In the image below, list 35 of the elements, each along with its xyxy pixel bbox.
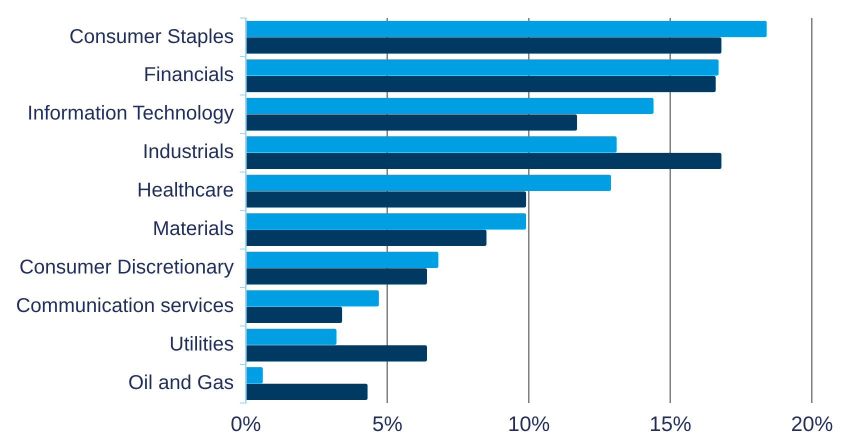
bar — [246, 213, 526, 230]
bar — [246, 252, 438, 268]
x-tick-label: 0% — [230, 413, 262, 436]
y-tick-label: Utilities — [169, 334, 234, 356]
bar — [246, 268, 428, 284]
bar — [246, 230, 486, 246]
x-tick-label: 5% — [372, 413, 403, 436]
bar — [246, 114, 578, 131]
x-tick-label: 15% — [649, 413, 692, 436]
bar — [246, 76, 716, 92]
bar — [246, 136, 617, 153]
bar — [246, 152, 722, 170]
bar — [246, 191, 526, 208]
y-tick-label: Oil and Gas — [128, 372, 234, 394]
bar — [246, 306, 342, 323]
y-tick-label: Materials — [152, 218, 234, 240]
y-tick-label: Healthcare — [137, 180, 234, 202]
bar — [246, 367, 263, 384]
y-tick-label: Communication services — [16, 295, 234, 318]
y-tick-label: Consumer Discretionary — [19, 256, 234, 279]
bar — [246, 328, 336, 345]
y-tick-label: Industrials — [142, 141, 234, 164]
bar — [246, 98, 654, 114]
y-tick-label: Financials — [144, 64, 234, 86]
bar — [246, 345, 428, 362]
bar — [246, 20, 767, 38]
bar — [246, 174, 612, 191]
x-tick-label: 20% — [790, 413, 833, 436]
x-tick-label: 10% — [508, 413, 550, 436]
bar — [246, 290, 379, 306]
y-tick-label: Consumer Staples — [69, 26, 234, 48]
bar — [246, 384, 368, 400]
bar — [246, 37, 722, 54]
bar — [246, 59, 719, 76]
y-tick-label: Information Technology — [27, 102, 234, 125]
